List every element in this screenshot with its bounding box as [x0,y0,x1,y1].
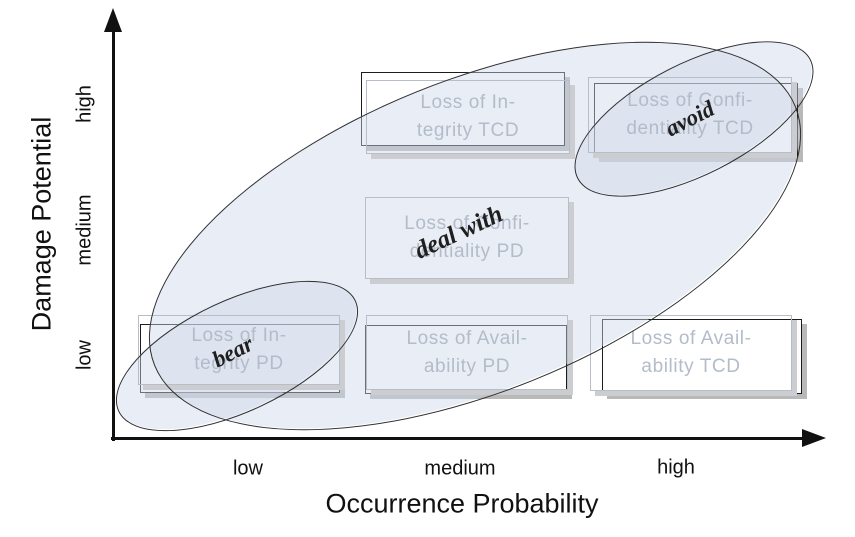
y-axis-arrowhead-icon [104,8,122,32]
y-axis-title: Damage Potential [26,116,57,332]
risk-box-label-line: ability PD [423,355,511,377]
y-tick-medium: medium [73,194,96,266]
x-tick-medium: medium [424,457,496,480]
risk-box-label-line: Loss of Confi- [404,213,530,235]
risk-box-label-line: Loss of Avail- [630,328,752,350]
stacked-card-confidentiality-tcd [594,83,798,157]
x-axis-title: Occurrence Probability [325,488,599,519]
risk-box-label-line: dentiality TCD [626,118,754,139]
stacked-card-availability-tcd [602,319,802,394]
risk-box-label-line: Loss of In- [191,325,287,347]
y-tick-low: low [73,339,96,371]
risk-box-label-line: tegrity PD [194,353,284,374]
risk-box-label-line: Loss of Confi- [627,90,753,112]
stacked-card-integrity-tcd [361,72,565,146]
risk-box-label-line: ability TCD [641,356,741,377]
risk-box-confidentiality-tcd: Loss of Confi- dentiality TCD [588,77,792,153]
risk-box-availability-pd: Loss of Avail- ability PD [366,315,568,390]
y-axis-line [112,26,115,441]
risk-box-label-line: Loss of In- [420,92,516,114]
x-axis-line [111,437,805,440]
x-tick-high: high [657,456,695,479]
risk-box-label-line: dentiality PD [409,241,525,262]
stacked-card-integrity-pd [140,324,340,393]
risk-box-label-line: tegrity TCD [416,120,520,141]
risk-box-integrity-pd: Loss of In- tegrity PD [138,315,340,385]
y-tick-high: high [73,85,96,123]
risk-box-label-line: Loss of Avail- [406,327,528,349]
risk-box-availability-tcd: Loss of Avail- ability TCD [590,315,792,391]
stacked-card-availability-pd [365,325,567,394]
x-tick-low: low [232,457,264,480]
x-axis-arrowhead-icon [802,429,826,447]
risk-box-integrity-tcd: Loss of In- tegrity TCD [366,80,570,154]
risk-box-confidentiality-pd: Loss of Confi- dentiality PD [365,197,569,279]
